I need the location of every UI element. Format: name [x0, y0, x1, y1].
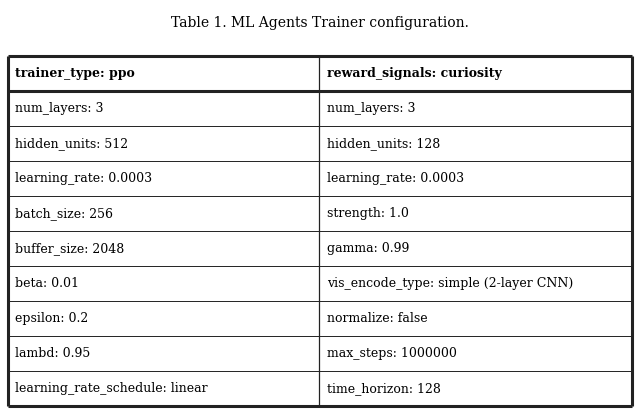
Text: gamma: 0.99: gamma: 0.99: [326, 242, 409, 255]
Text: time_horizon: 128: time_horizon: 128: [326, 382, 440, 395]
Text: learning_rate: 0.0003: learning_rate: 0.0003: [15, 172, 152, 185]
Text: learning_rate_schedule: linear: learning_rate_schedule: linear: [15, 382, 208, 395]
Text: lambd: 0.95: lambd: 0.95: [15, 347, 91, 360]
Text: epsilon: 0.2: epsilon: 0.2: [15, 312, 88, 325]
Text: Table 1. ML Agents Trainer configuration.: Table 1. ML Agents Trainer configuration…: [171, 16, 469, 30]
Text: batch_size: 256: batch_size: 256: [15, 207, 113, 220]
Text: trainer_type: ppo: trainer_type: ppo: [15, 67, 135, 80]
Text: buffer_size: 2048: buffer_size: 2048: [15, 242, 125, 255]
Text: reward_signals: curiosity: reward_signals: curiosity: [326, 67, 502, 80]
Text: num_layers: 3: num_layers: 3: [326, 102, 415, 115]
Text: beta: 0.01: beta: 0.01: [15, 277, 79, 290]
Text: normalize: false: normalize: false: [326, 312, 428, 325]
Text: max_steps: 1000000: max_steps: 1000000: [326, 347, 456, 360]
Text: vis_encode_type: simple (2-layer CNN): vis_encode_type: simple (2-layer CNN): [326, 277, 573, 290]
Text: num_layers: 3: num_layers: 3: [15, 102, 104, 115]
Text: learning_rate: 0.0003: learning_rate: 0.0003: [326, 172, 464, 185]
Text: hidden_units: 128: hidden_units: 128: [326, 137, 440, 150]
Text: hidden_units: 512: hidden_units: 512: [15, 137, 129, 150]
Text: strength: 1.0: strength: 1.0: [326, 207, 408, 220]
